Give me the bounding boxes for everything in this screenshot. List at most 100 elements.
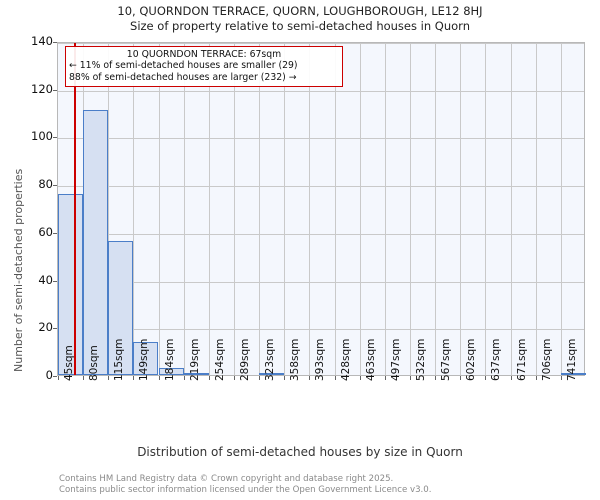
gridline-vertical [108, 43, 109, 375]
chart-subtitle: Size of property relative to semi-detach… [130, 19, 470, 33]
annotation-line-2: ← 11% of semi-detached houses are smalle… [69, 60, 298, 72]
footer-line-2: Contains public sector information licen… [59, 484, 432, 495]
x-axis-tick-label: 567sqm [440, 338, 453, 381]
gridline-horizontal [58, 233, 584, 235]
y-axis-tick-label: 0 [45, 368, 53, 382]
x-axis-tick-label: 637sqm [490, 338, 503, 381]
gridline-vertical [410, 43, 411, 375]
gridline-vertical [435, 43, 436, 375]
y-axis-tick-mark [53, 137, 57, 139]
x-axis-label: Distribution of semi-detached houses by … [137, 445, 463, 459]
annotation-line-3: 88% of semi-detached houses are larger (… [69, 71, 297, 83]
attribution-footer: Contains HM Land Registry data © Crown c… [59, 474, 431, 495]
x-axis-tick-mark [234, 376, 235, 380]
x-axis-tick-mark [334, 376, 336, 380]
gridline-vertical [511, 43, 512, 375]
x-axis-tick-mark [384, 376, 386, 380]
gridline-vertical [360, 43, 361, 375]
plot-area [57, 42, 586, 376]
gridline-vertical [460, 43, 461, 375]
x-axis-tick-label: 184sqm [163, 338, 176, 381]
gridline-horizontal [58, 43, 584, 44]
y-axis-tick-mark [53, 328, 57, 330]
gridline-horizontal [58, 90, 584, 92]
gridline-vertical [133, 43, 134, 375]
x-axis-tick-label: 115sqm [113, 338, 126, 381]
y-axis-tick-label: 100 [31, 129, 53, 144]
x-axis-tick-label: 532sqm [415, 338, 427, 381]
x-axis-tick-label: 80sqm [88, 345, 101, 381]
chart-title-block: 10, QUORNDON TERRACE, QUORN, LOUGHBOROUG… [0, 4, 600, 34]
gridline-vertical [536, 43, 537, 375]
footer-line-1: Contains HM Land Registry data © Crown c… [59, 474, 394, 484]
gridline-horizontal [58, 186, 584, 188]
y-axis-tick-label: 80 [38, 177, 53, 192]
x-axis-tick-label: 671sqm [515, 338, 528, 381]
x-axis-tick-label: 393sqm [314, 338, 327, 381]
page-title: 10, QUORNDON TERRACE, QUORN, LOUGHBOROUG… [117, 4, 483, 18]
histogram-bar [561, 372, 586, 375]
gridline-horizontal [58, 329, 584, 331]
histogram-bar [159, 367, 184, 375]
annotation-line-1: 10 QUORNDON TERRACE: 67sqm [126, 49, 282, 60]
y-axis-ticks: 0 20 40 60 80 100 120 140 [0, 0, 57, 500]
x-axis-tick-label: 741sqm [565, 338, 578, 381]
x-axis-tick-mark [309, 376, 311, 380]
gridline-horizontal [58, 138, 584, 140]
property-annotation-box: 10 QUORNDON TERRACE: 67sqm ← 11% of semi… [65, 46, 343, 87]
x-axis-tick-label: 428sqm [339, 338, 352, 381]
gridline-vertical [284, 43, 285, 375]
histogram-bar [259, 372, 284, 375]
gridline-vertical [385, 43, 386, 375]
y-axis-tick-label: 40 [38, 272, 53, 287]
x-axis-tick-mark [359, 376, 361, 380]
gridline-vertical [309, 43, 310, 375]
x-axis-tick-mark [208, 376, 210, 380]
histogram-bar [83, 110, 108, 375]
y-axis-tick-label: 20 [38, 320, 53, 335]
histogram-bar [133, 341, 158, 375]
x-axis-tick-label: 706sqm [540, 338, 553, 381]
x-axis-tick-mark [460, 376, 462, 380]
gridline-vertical [209, 43, 210, 375]
histogram-bar [184, 372, 209, 375]
y-axis-tick-mark [53, 232, 57, 234]
y-axis-tick-label: 120 [31, 81, 53, 96]
x-axis-tick-mark [284, 376, 286, 380]
x-axis-tick-mark [560, 376, 562, 380]
gridline-vertical [561, 43, 562, 375]
histogram-bar [108, 241, 133, 375]
x-axis-tick-label: 254sqm [213, 338, 226, 381]
x-axis-tick-label: 323sqm [264, 338, 277, 381]
gridline-vertical [485, 43, 486, 375]
x-axis-tick-mark [108, 376, 110, 380]
y-axis-tick-mark [53, 42, 57, 43]
x-axis-tick-mark [485, 376, 487, 380]
x-axis-tick-mark [83, 376, 85, 380]
x-axis-tick-mark [510, 376, 512, 380]
gridline-vertical [159, 43, 160, 375]
property-marker-line [73, 43, 76, 375]
x-axis-tick-mark [259, 376, 261, 380]
gridline-vertical [335, 43, 336, 375]
gridline-vertical [234, 43, 235, 375]
y-axis-tick-mark [53, 185, 57, 187]
y-axis-tick-label: 140 [31, 34, 53, 48]
gridline-vertical [184, 43, 185, 375]
x-axis-tick-mark [183, 376, 185, 380]
x-axis-tick-label: 463sqm [364, 338, 377, 381]
gridline-horizontal [58, 281, 584, 283]
y-axis-tick-label: 60 [38, 224, 53, 239]
gridline-vertical [259, 43, 260, 375]
x-axis-tick-mark [58, 376, 59, 380]
x-axis-tick-mark [435, 376, 437, 380]
x-axis-tick-mark [133, 376, 135, 380]
y-axis-tick-mark [53, 89, 57, 91]
x-axis-tick-mark [410, 376, 411, 380]
histogram-bar [58, 193, 83, 375]
x-axis-tick-label: 602sqm [465, 338, 478, 381]
x-axis-tick-label: 358sqm [289, 338, 302, 381]
x-axis-tick-mark [535, 376, 537, 380]
